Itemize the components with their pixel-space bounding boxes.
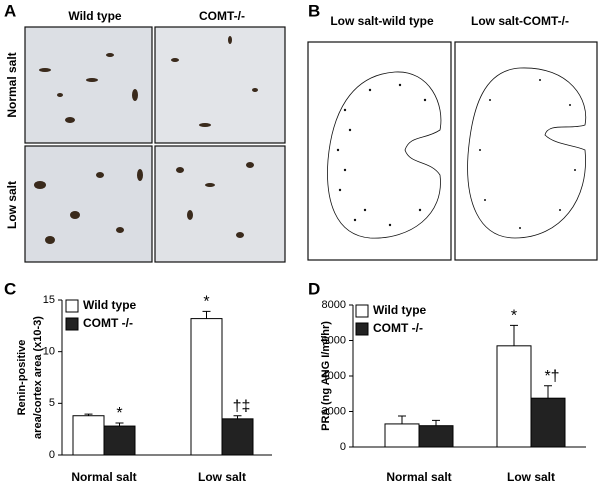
panel-label: B xyxy=(308,1,320,20)
bar xyxy=(384,423,420,448)
panel-label: C xyxy=(4,279,16,298)
bar xyxy=(418,425,454,448)
legend-swatch xyxy=(65,317,79,331)
significance-mark: * xyxy=(203,294,209,311)
kidney-panels xyxy=(307,41,598,261)
error-bar xyxy=(398,415,406,424)
y-tick-label: 0 xyxy=(49,449,55,461)
y-tick-label: 4000 xyxy=(322,370,346,382)
significance-mark: * xyxy=(116,405,122,422)
error-bar xyxy=(115,422,124,427)
panel-label: D xyxy=(308,279,320,298)
significance-mark: * xyxy=(511,308,517,325)
column-header: COMT-/- xyxy=(199,9,245,23)
y-axis-label: PRA (ng ANG I/ml/hr) xyxy=(320,321,332,431)
legend-label: Wild type xyxy=(83,298,137,312)
error-bar xyxy=(233,415,242,419)
micrographs xyxy=(24,26,286,263)
stain-spots xyxy=(34,36,258,244)
bar xyxy=(530,397,566,448)
error-bar xyxy=(84,413,93,416)
error-bar xyxy=(432,419,440,426)
y-tick-label: 5 xyxy=(49,397,55,409)
x-tick-label: Normal salt xyxy=(71,470,136,484)
panel-label: A xyxy=(4,1,16,20)
legend-label: Wild type xyxy=(373,303,427,317)
column-header: Low salt-COMT-/- xyxy=(471,14,569,28)
legend-swatch xyxy=(65,299,79,313)
row-header: Normal salt xyxy=(5,52,19,117)
column-header: Wild type xyxy=(68,9,122,23)
error-bar xyxy=(510,324,518,346)
y-axis-label: Renin-positive xyxy=(16,340,28,416)
significance-mark: *† xyxy=(544,368,559,385)
legend-label: COMT -/- xyxy=(83,316,133,330)
y-tick-label: 6000 xyxy=(322,334,346,346)
bar xyxy=(72,415,105,456)
y-tick-label: 8000 xyxy=(322,299,346,311)
bar xyxy=(221,418,254,456)
y-tick-label: 10 xyxy=(43,346,55,358)
x-tick-label: Low salt xyxy=(507,470,555,484)
bar xyxy=(103,425,136,456)
legend-label: COMT -/- xyxy=(373,321,423,335)
y-tick-label: 2000 xyxy=(322,405,346,417)
bar xyxy=(496,345,532,448)
x-tick-label: Normal salt xyxy=(386,470,451,484)
legend-swatch xyxy=(355,322,369,336)
bar xyxy=(190,318,223,456)
error-bar xyxy=(202,310,211,319)
renin-dots xyxy=(336,79,576,229)
significance-mark: †‡ xyxy=(233,398,251,415)
error-bar xyxy=(544,385,552,399)
row-header: Low salt xyxy=(5,181,19,229)
column-header: Low salt-wild type xyxy=(330,14,434,28)
legend-swatch xyxy=(355,304,369,318)
y-tick-label: 0 xyxy=(340,441,346,453)
y-axis-label: area/cortex area (x10-3) xyxy=(32,316,44,439)
y-tick-label: 15 xyxy=(43,294,55,306)
x-tick-label: Low salt xyxy=(198,470,246,484)
